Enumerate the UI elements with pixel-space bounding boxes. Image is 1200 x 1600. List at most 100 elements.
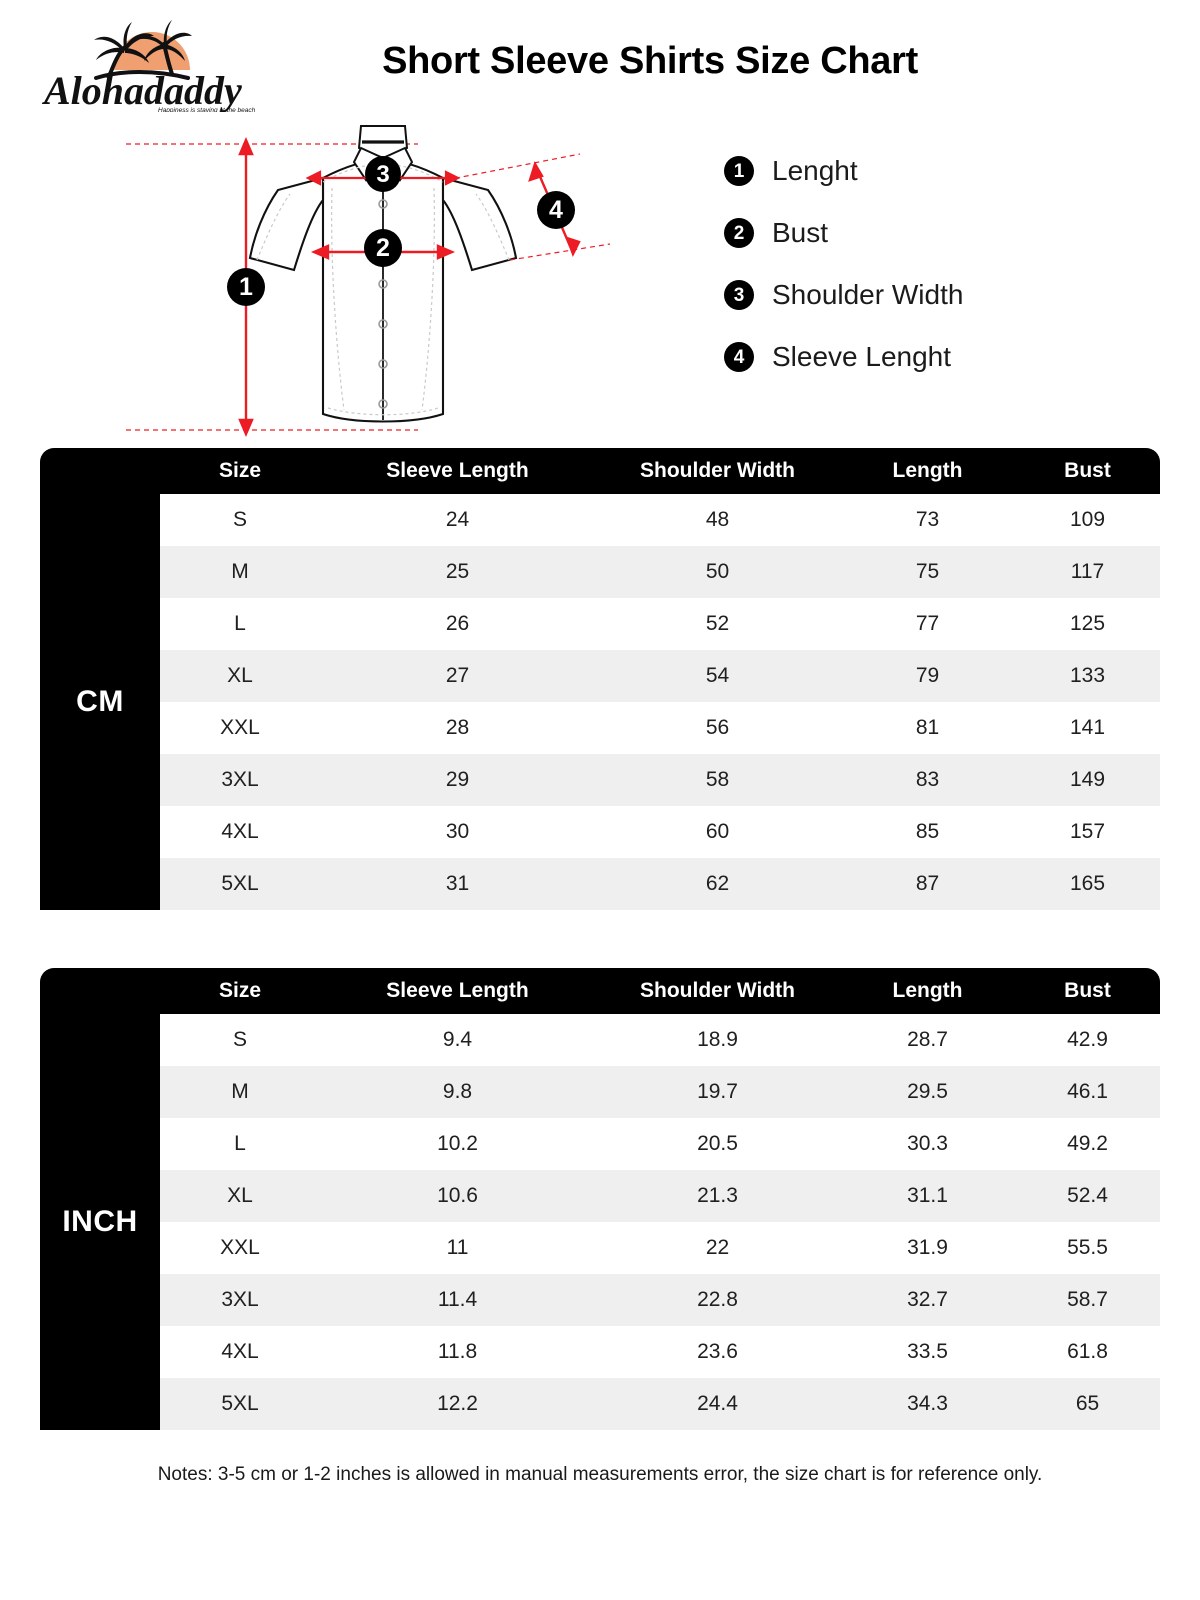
legend-badge-1: 1 [724, 156, 754, 186]
cell-shoulder: 21.3 [595, 1170, 840, 1222]
cell-size: M [160, 1066, 320, 1118]
legend-item-sleeve-length: 4 Sleeve Lenght [724, 326, 1144, 388]
column-header-size: Size [160, 448, 320, 494]
cell-sleeve: 11 [320, 1222, 595, 1274]
brand-logo: Alohadaddy Happiness is staying at the b… [36, 8, 276, 112]
cell-size: XL [160, 650, 320, 702]
cell-length: 83 [840, 754, 1015, 806]
cell-sleeve: 9.8 [320, 1066, 595, 1118]
legend-badge-2: 2 [724, 218, 754, 248]
cell-sleeve: 12.2 [320, 1378, 595, 1430]
cell-size: 4XL [160, 1326, 320, 1378]
cell-sleeve: 11.4 [320, 1274, 595, 1326]
table-row: INCH S 9.4 18.9 28.7 42.9 [40, 1014, 1160, 1430]
cell-bust: 157 [1015, 806, 1160, 858]
legend-label-length: Lenght [772, 155, 858, 186]
inch-table-block: Size Sleeve Length Shoulder Width Length… [40, 968, 1160, 1430]
cell-shoulder: 52 [595, 598, 840, 650]
cell-length: 73 [840, 494, 1015, 546]
table-row: 5XL 31 62 87 165 [40, 858, 1160, 910]
table-header-cm: Size Sleeve Length Shoulder Width Length… [40, 448, 1160, 494]
cell-length: 29.5 [840, 1066, 1015, 1118]
cell-bust: 149 [1015, 754, 1160, 806]
cell-bust: 125 [1015, 598, 1160, 650]
cell-length: 31.1 [840, 1170, 1015, 1222]
marker-3-label: 3 [376, 161, 389, 188]
cell-shoulder: 18.9 [595, 1014, 840, 1066]
cell-bust: 109 [1015, 494, 1160, 546]
cell-sleeve: 26 [320, 598, 595, 650]
cell-length: 81 [840, 702, 1015, 754]
table-row: 3XL 11.4 22.8 32.7 58.7 [40, 1274, 1160, 1326]
table-row: XL 27 54 79 133 [40, 650, 1160, 702]
cell-length: 79 [840, 650, 1015, 702]
cell-shoulder: 60 [595, 806, 840, 858]
cell-sleeve: 11.8 [320, 1326, 595, 1378]
sleeve-guide-lines [445, 153, 611, 261]
cell-bust: 133 [1015, 650, 1160, 702]
table-row: 4XL 11.8 23.6 33.5 61.8 [40, 1326, 1160, 1378]
cell-length: 31.9 [840, 1222, 1015, 1274]
cell-sleeve: 10.6 [320, 1170, 595, 1222]
marker-2-badge [364, 229, 402, 267]
legend-item-length: 1 Lenght [724, 140, 1144, 202]
table-row: M 9.8 19.7 29.5 46.1 [40, 1066, 1160, 1118]
cell-size: 5XL [160, 1378, 320, 1430]
legend-badge-4: 4 [724, 342, 754, 372]
cell-bust: 61.8 [1015, 1326, 1160, 1378]
column-header-length: Length [840, 448, 1015, 494]
cell-size: XXL [160, 1222, 320, 1274]
cell-length: 34.3 [840, 1378, 1015, 1430]
legend-label-bust: Bust [772, 217, 829, 248]
table-row: XXL 28 56 81 141 [40, 702, 1160, 754]
cell-size: S [160, 494, 320, 546]
cell-length: 32.7 [840, 1274, 1015, 1326]
cell-size: 3XL [160, 754, 320, 806]
table-body-cm: CM S 24 48 73 109 M 25 50 75 117 L 26 52… [40, 494, 1160, 910]
cell-bust: 65 [1015, 1378, 1160, 1430]
cell-sleeve: 9.4 [320, 1014, 595, 1066]
measurement-diagram-area: 1 3 2 [0, 118, 1200, 448]
cell-size: 4XL [160, 806, 320, 858]
cell-bust: 117 [1015, 546, 1160, 598]
cell-size: XL [160, 1170, 320, 1222]
marker-3-badge [365, 156, 401, 192]
cell-bust: 49.2 [1015, 1118, 1160, 1170]
table-body-inch: INCH S 9.4 18.9 28.7 42.9 M 9.8 19.7 29.… [40, 1014, 1160, 1430]
cell-bust: 58.7 [1015, 1274, 1160, 1326]
cell-sleeve: 31 [320, 858, 595, 910]
page-title: Short Sleeve Shirts Size Chart [382, 40, 918, 82]
measurement-legend: 1 Lenght 2 Bust 3 Shoulder Width 4 Sleev… [724, 140, 1144, 388]
column-header-shoulder-width: Shoulder Width [595, 448, 840, 494]
cell-length: 28.7 [840, 1014, 1015, 1066]
column-header-length: Length [840, 968, 1015, 1014]
unit-header-cm [40, 448, 160, 494]
table-row: 5XL 12.2 24.4 34.3 65 [40, 1378, 1160, 1430]
cell-size: M [160, 546, 320, 598]
cell-sleeve: 25 [320, 546, 595, 598]
unit-cell-inch: INCH [40, 1014, 160, 1430]
cell-bust: 42.9 [1015, 1014, 1160, 1066]
cell-shoulder: 22.8 [595, 1274, 840, 1326]
legend-item-bust: 2 Bust [724, 202, 1144, 264]
table-row: XL 10.6 21.3 31.1 52.4 [40, 1170, 1160, 1222]
column-header-shoulder-width: Shoulder Width [595, 968, 840, 1014]
table-row: XXL 11 22 31.9 55.5 [40, 1222, 1160, 1274]
cm-table-block: Size Sleeve Length Shoulder Width Length… [40, 448, 1160, 910]
table-header-inch: Size Sleeve Length Shoulder Width Length… [40, 968, 1160, 1014]
cell-shoulder: 20.5 [595, 1118, 840, 1170]
shirt-diagram: 1 3 2 [118, 118, 618, 448]
size-table-cm: Size Sleeve Length Shoulder Width Length… [40, 448, 1160, 910]
table-row: 3XL 29 58 83 149 [40, 754, 1160, 806]
cell-sleeve: 10.2 [320, 1118, 595, 1170]
cell-size: 5XL [160, 858, 320, 910]
page-header: Alohadaddy Happiness is staying at the b… [0, 0, 1200, 118]
footer-note: Notes: 3-5 cm or 1-2 inches is allowed i… [157, 1464, 1043, 1485]
column-header-sleeve-length: Sleeve Length [320, 448, 595, 494]
palm-left-fronds [94, 22, 154, 63]
header-row: Size Sleeve Length Shoulder Width Length… [40, 448, 1160, 494]
unit-cell-cm: CM [40, 494, 160, 910]
cell-size: S [160, 1014, 320, 1066]
column-header-bust: Bust [1015, 448, 1160, 494]
table-row: L 10.2 20.5 30.3 49.2 [40, 1118, 1160, 1170]
